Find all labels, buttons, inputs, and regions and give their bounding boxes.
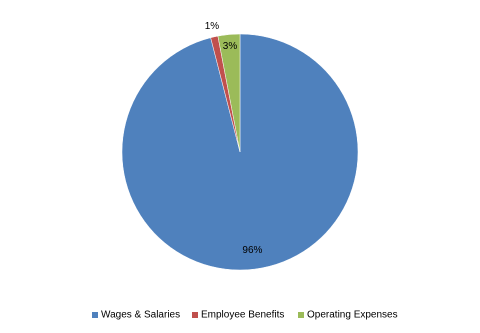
legend-swatch: [298, 312, 304, 318]
data-label: 96%: [242, 245, 262, 256]
legend-label: Employee Benefits: [201, 310, 284, 321]
legend-swatch: [92, 312, 98, 318]
pie-slice: [217, 33, 241, 153]
legend-label: Wages & Salaries: [101, 310, 180, 321]
data-label: 1%: [205, 21, 220, 32]
legend-swatch: [192, 312, 198, 318]
legend-label: Operating Expenses: [307, 310, 398, 321]
data-label: 3%: [223, 41, 238, 52]
